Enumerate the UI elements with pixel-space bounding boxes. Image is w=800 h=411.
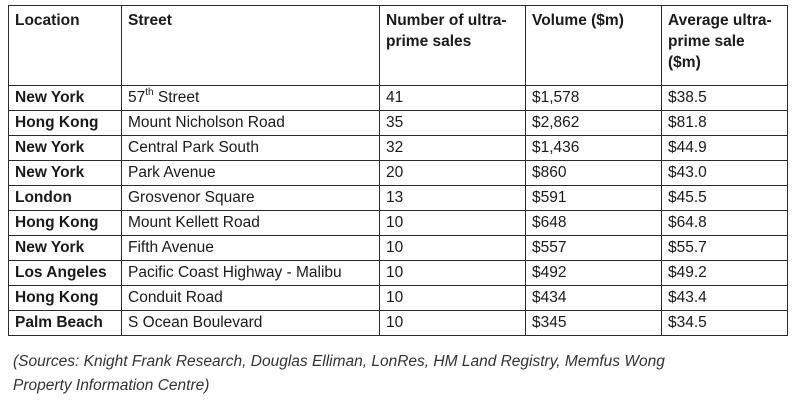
street-name: Street — [153, 89, 200, 106]
cell-location: Hong Kong — [8, 110, 122, 136]
cell-average: $44.9 — [661, 135, 788, 161]
cell-street: S Ocean Boulevard — [121, 310, 380, 336]
cell-volume: $434 — [525, 285, 662, 311]
header-average-sale: Average ultra-prime sale ($m) — [661, 5, 788, 86]
cell-location: New York — [8, 235, 122, 261]
cell-street: Pacific Coast Highway - Malibu — [121, 260, 380, 286]
cell-sales: 20 — [379, 160, 526, 186]
cell-location: New York — [8, 135, 122, 161]
cell-volume: $591 — [525, 185, 662, 211]
cell-sales: 32 — [379, 135, 526, 161]
header-number-of-sales: Number of ultra-prime sales — [379, 5, 526, 86]
cell-location: Palm Beach — [8, 310, 122, 336]
cell-average: $64.8 — [661, 210, 788, 236]
cell-volume: $648 — [525, 210, 662, 236]
cell-location: New York — [8, 160, 122, 186]
cell-sales: 10 — [379, 260, 526, 286]
cell-location: London — [8, 185, 122, 211]
cell-sales: 10 — [379, 235, 526, 261]
cell-volume: $492 — [525, 260, 662, 286]
cell-volume: $1,436 — [525, 135, 662, 161]
cell-location: Hong Kong — [8, 285, 122, 311]
cell-street: Mount Nicholson Road — [121, 110, 380, 136]
cell-location: New York — [8, 85, 122, 111]
ordinal-suffix: th — [145, 86, 154, 98]
cell-volume: $2,862 — [525, 110, 662, 136]
header-location: Location — [8, 5, 122, 86]
table-header-row: Location Street Number of ultra-prime sa… — [8, 5, 788, 86]
cell-volume: $1,578 — [525, 85, 662, 111]
cell-street: 57th Street — [121, 85, 380, 111]
ultra-prime-sales-table: Location Street Number of ultra-prime sa… — [8, 5, 788, 336]
cell-volume: $860 — [525, 160, 662, 186]
cell-average: $38.5 — [661, 85, 788, 111]
header-street: Street — [121, 5, 380, 86]
cell-average: $43.4 — [661, 285, 788, 311]
cell-average: $45.5 — [661, 185, 788, 211]
cell-sales: 13 — [379, 185, 526, 211]
table-row: New York 57th Street 41 $1,578 $38.5 — [8, 85, 788, 111]
cell-average: $81.8 — [661, 110, 788, 136]
cell-street: Grosvenor Square — [121, 185, 380, 211]
table-row: Los Angeles Pacific Coast Highway - Mali… — [8, 260, 788, 286]
cell-average: $49.2 — [661, 260, 788, 286]
cell-volume: $557 — [525, 235, 662, 261]
street-number: 57 — [128, 89, 146, 106]
header-volume: Volume ($m) — [525, 5, 662, 86]
cell-volume: $345 — [525, 310, 662, 336]
cell-location: Hong Kong — [8, 210, 122, 236]
cell-sales: 35 — [379, 110, 526, 136]
cell-street: Fifth Avenue — [121, 235, 380, 261]
cell-street: Conduit Road — [121, 285, 380, 311]
table-row: Hong Kong Mount Nicholson Road 35 $2,862… — [8, 110, 788, 136]
table-row: New York Fifth Avenue 10 $557 $55.7 — [8, 235, 788, 261]
cell-average: $43.0 — [661, 160, 788, 186]
table-row: New York Central Park South 32 $1,436 $4… — [8, 135, 788, 161]
cell-street: Mount Kellett Road — [121, 210, 380, 236]
cell-average: $34.5 — [661, 310, 788, 336]
cell-sales: 41 — [379, 85, 526, 111]
table-row: London Grosvenor Square 13 $591 $45.5 — [8, 185, 788, 211]
table-row: Hong Kong Conduit Road 10 $434 $43.4 — [8, 285, 788, 311]
table-row: Palm Beach S Ocean Boulevard 10 $345 $34… — [8, 310, 788, 336]
cell-street: Central Park South — [121, 135, 380, 161]
cell-sales: 10 — [379, 210, 526, 236]
cell-average: $55.7 — [661, 235, 788, 261]
source-note: (Sources: Knight Frank Research, Douglas… — [13, 353, 665, 394]
cell-location: Los Angeles — [8, 260, 122, 286]
table-row: New York Park Avenue 20 $860 $43.0 — [8, 160, 788, 186]
cell-sales: 10 — [379, 285, 526, 311]
cell-street: Park Avenue — [121, 160, 380, 186]
cell-sales: 10 — [379, 310, 526, 336]
table-row: Hong Kong Mount Kellett Road 10 $648 $64… — [8, 210, 788, 236]
